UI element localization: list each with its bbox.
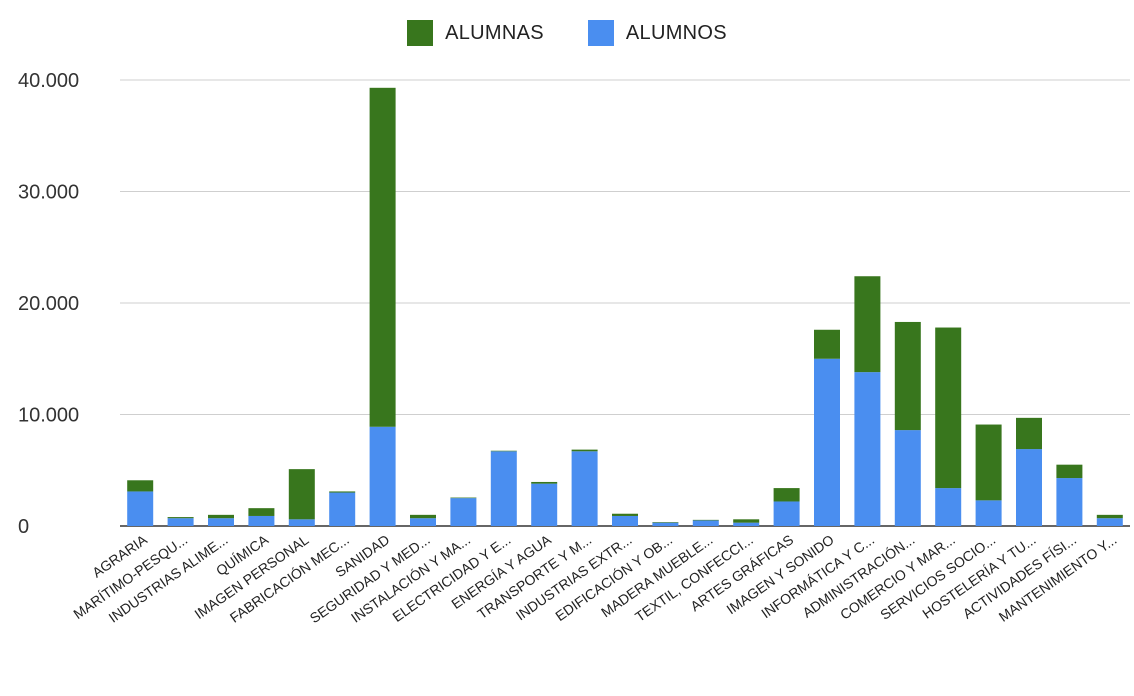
bar-alumnos <box>1016 449 1042 526</box>
bar-alumnas <box>1016 417 1042 450</box>
legend-item-alumnos: ALUMNOS <box>587 20 727 46</box>
bar-alumnos <box>814 358 840 526</box>
bar-alumnas <box>329 491 356 493</box>
bar-alumnos <box>167 518 194 526</box>
bar-alumnos <box>692 520 719 526</box>
bar-alumnas <box>490 450 517 452</box>
y-tick-label: 40.000 <box>18 70 79 92</box>
bar-alumnos <box>975 500 1002 526</box>
bar-alumnas <box>814 329 840 359</box>
bar-alumnos <box>854 372 881 526</box>
y-tick-label: 10.000 <box>18 405 79 427</box>
y-tick-label: 30.000 <box>18 182 79 204</box>
legend-swatch-alumnos <box>587 20 614 46</box>
bar-alumnos <box>248 515 275 526</box>
bar-alumnas <box>450 497 477 499</box>
bar-alumnos <box>894 430 921 526</box>
y-tick-label: 0 <box>18 516 29 538</box>
bar-alumnos <box>450 498 477 526</box>
y-tick-label: 20.000 <box>18 293 79 315</box>
bar-alumnos <box>773 501 800 526</box>
bar-alumnos <box>288 519 315 526</box>
bar-alumnas <box>692 519 719 521</box>
legend-label-alumnas: ALUMNAS <box>445 21 544 44</box>
bar-alumnas <box>854 276 881 373</box>
bar-alumnos <box>935 488 962 526</box>
legend: ALUMNAS ALUMNOS <box>0 18 1134 48</box>
bar-alumnos <box>490 451 517 526</box>
legend-label-alumnos: ALUMNOS <box>625 21 727 44</box>
bar-alumnos <box>329 492 356 526</box>
bar-alumnas <box>208 514 234 519</box>
bar-alumnos <box>127 491 154 526</box>
bar-alumnas <box>410 514 436 519</box>
bar-alumnas <box>935 327 962 489</box>
bar-alumnos <box>410 518 436 526</box>
bar-alumnas <box>773 488 800 502</box>
bar-alumnos <box>733 522 760 526</box>
bar-alumnos <box>1056 478 1083 526</box>
bar-alumnas <box>127 480 154 492</box>
bar-alumnas <box>1096 514 1123 519</box>
bar-alumnas <box>894 321 921 431</box>
legend-swatch-alumnas <box>407 20 434 46</box>
bar-alumnas <box>167 517 194 519</box>
bar-alumnos <box>208 518 234 526</box>
bar-alumnas <box>652 522 679 523</box>
legend-item-alumnas: ALUMNAS <box>407 20 544 46</box>
bar-alumnas <box>975 424 1002 501</box>
bar-alumnos <box>531 483 558 526</box>
bar-alumnos <box>369 426 396 526</box>
bar-alumnos <box>1096 518 1123 526</box>
bar-alumnas <box>531 481 558 484</box>
bar-alumnas <box>369 87 396 427</box>
bar-alumnos <box>652 522 679 526</box>
bar-alumnas <box>288 469 315 520</box>
bar-alumnas <box>733 519 760 523</box>
bar-alumnos <box>571 451 598 526</box>
bar-alumnas <box>248 508 275 516</box>
bar-alumnas <box>571 449 598 452</box>
bar-alumnas <box>1056 464 1083 479</box>
bar-alumnos <box>612 515 638 526</box>
bar-alumnas <box>612 513 638 516</box>
